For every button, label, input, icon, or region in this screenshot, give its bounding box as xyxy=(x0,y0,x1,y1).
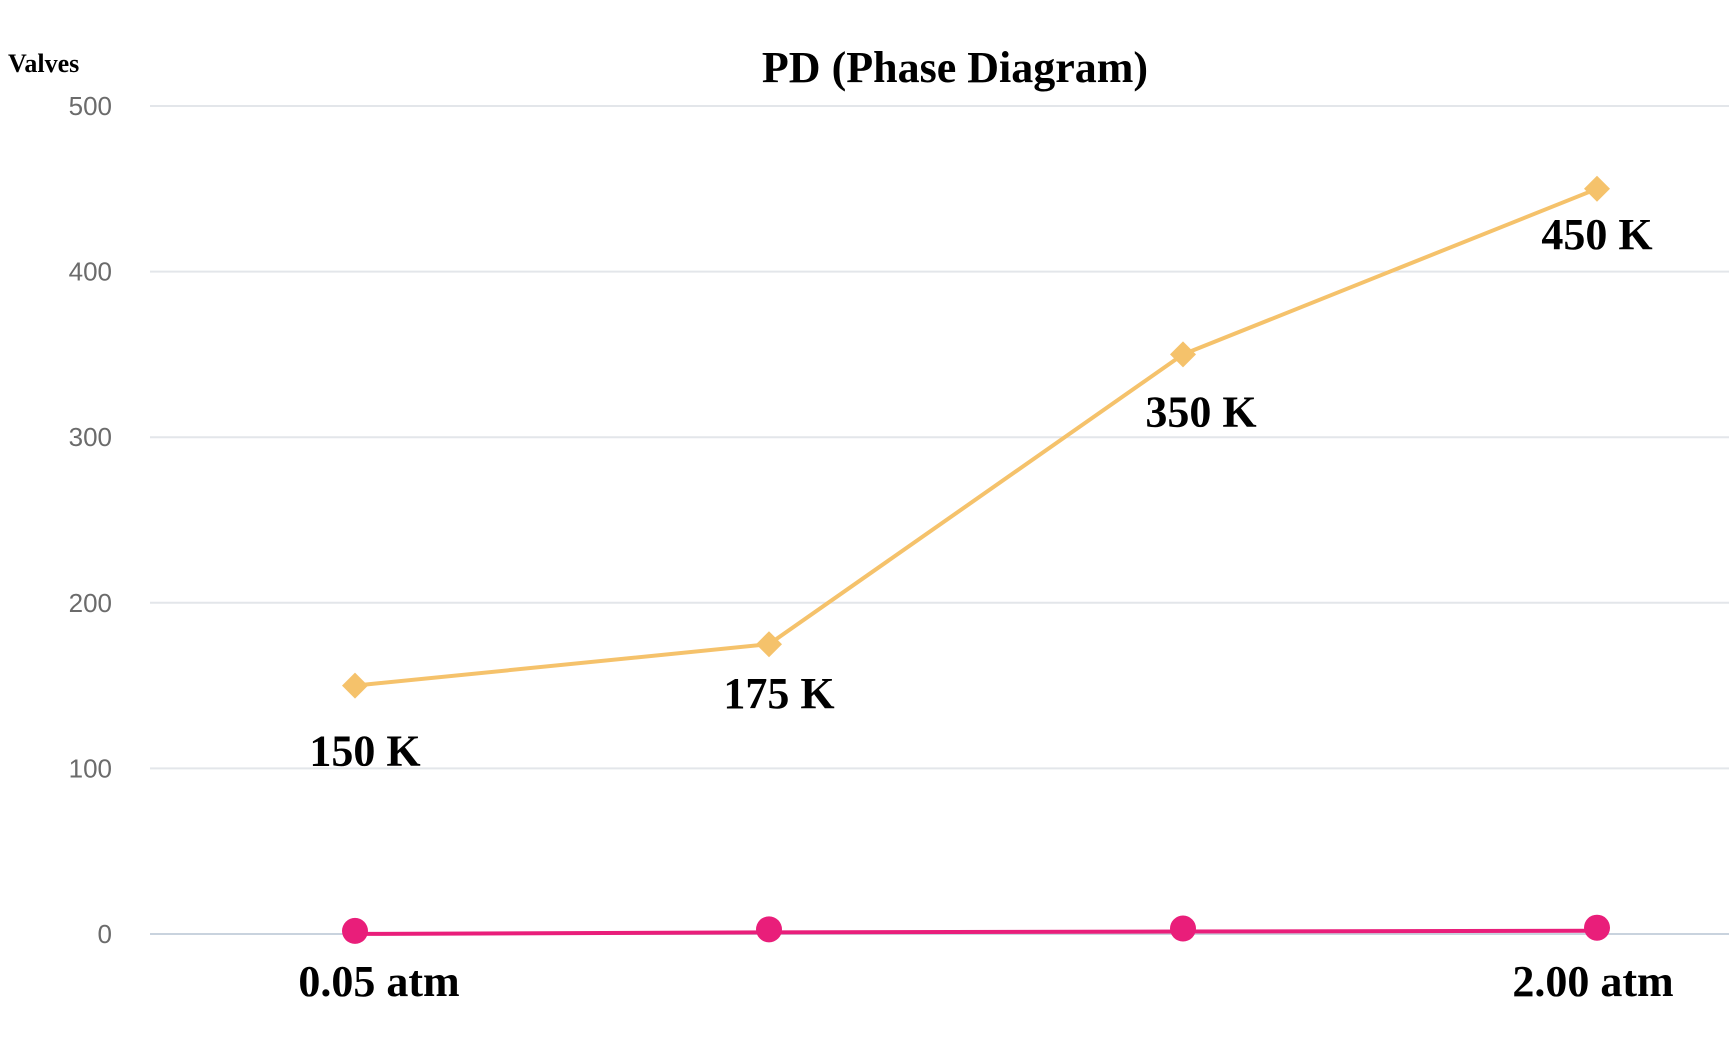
data-labels: 150 K 175 K 350 K 450 K xyxy=(309,210,1652,776)
series-line xyxy=(354,928,1598,936)
y-tick-label: 500 xyxy=(69,91,112,121)
y-axis-label: Valves xyxy=(8,49,79,78)
series-layer xyxy=(342,175,1610,944)
data-label: 175 K xyxy=(723,669,834,718)
data-point xyxy=(1584,914,1610,941)
data-point xyxy=(1584,175,1610,202)
data-point xyxy=(1170,915,1196,942)
series-line xyxy=(354,186,1598,688)
x-tick-label: 0.05 atm xyxy=(298,957,459,1006)
data-point xyxy=(342,917,368,944)
x-tick-labels: 0.05 atm 2.00 atm xyxy=(298,957,1673,1006)
data-label: 350 K xyxy=(1145,387,1256,436)
y-tick-label: 400 xyxy=(69,257,112,287)
data-label: 450 K xyxy=(1541,210,1652,259)
y-tick-labels: 0 100 200 300 400 500 xyxy=(69,91,112,949)
data-point xyxy=(1170,341,1196,368)
y-tick-label: 200 xyxy=(69,588,112,618)
y-tick-label: 0 xyxy=(98,919,112,949)
data-label: 150 K xyxy=(309,727,420,776)
grid-layer xyxy=(150,105,1729,935)
y-tick-label: 300 xyxy=(69,422,112,452)
data-point xyxy=(756,631,782,658)
data-point xyxy=(756,916,782,943)
y-tick-label: 100 xyxy=(69,753,112,783)
x-tick-label: 2.00 atm xyxy=(1512,957,1673,1006)
data-point xyxy=(342,672,368,699)
chart-title: PD (Phase Diagram) xyxy=(762,43,1148,92)
